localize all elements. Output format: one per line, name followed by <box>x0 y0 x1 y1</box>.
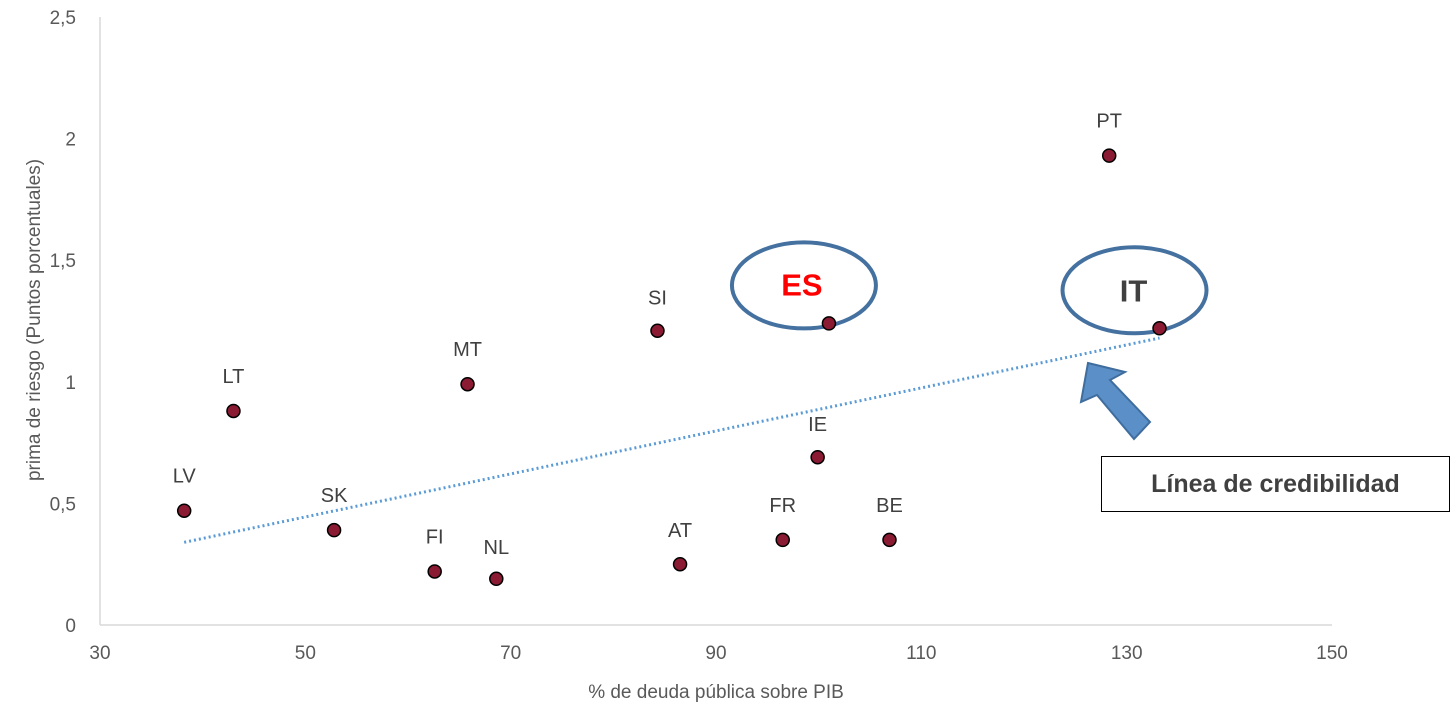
x-tick-label: 30 <box>89 643 110 664</box>
y-tick-label: 2,5 <box>50 8 76 29</box>
point-label-fi: FI <box>426 526 444 548</box>
point-label-lt: LT <box>223 366 245 388</box>
data-point-mt <box>460 376 475 392</box>
x-tick-label: 70 <box>500 643 521 664</box>
data-points <box>176 148 1167 587</box>
data-point-fr <box>775 532 790 548</box>
trendline <box>183 336 1160 544</box>
data-point-lv <box>176 503 192 518</box>
point-label-si: SI <box>648 288 667 310</box>
arrow-icon <box>1079 361 1152 441</box>
data-point-sk <box>326 522 342 538</box>
data-point-it <box>1152 321 1167 336</box>
point-label-mt: MT <box>453 339 482 361</box>
point-label-sk: SK <box>321 485 348 507</box>
point-label-nl: NL <box>484 537 510 559</box>
point-label-pt: PT <box>1096 111 1122 133</box>
y-tick-label: 0,5 <box>50 494 76 515</box>
highlight-ring-it <box>1060 245 1209 336</box>
x-axis-title: % de deuda pública sobre PIB <box>588 682 844 703</box>
point-label-es: ES <box>781 267 822 302</box>
y-axis-title: prima de riesgo (Puntos porcentuales) <box>24 159 45 481</box>
y-tick-labels: 0 0,5 1 1,5 2 2,5 <box>50 8 76 637</box>
data-point-at <box>672 556 688 572</box>
data-point-es <box>821 316 837 331</box>
annotation-text: Línea de credibilidad <box>1151 469 1400 498</box>
point-label-be: BE <box>876 495 903 517</box>
x-tick-label: 50 <box>295 643 316 664</box>
y-tick-label: 2 <box>65 130 76 151</box>
point-labels: LV LT SK FI MT NL SI AT FR IE ES BE PT IT <box>173 111 1148 559</box>
data-point-be <box>882 532 897 548</box>
point-label-fr: FR <box>769 495 796 517</box>
x-tick-label: 150 <box>1316 643 1348 664</box>
point-label-it: IT <box>1120 273 1148 308</box>
highlight-ring-es <box>729 240 878 331</box>
x-tick-label: 110 <box>906 643 936 664</box>
data-point-pt <box>1101 148 1117 163</box>
x-tick-label: 130 <box>1111 643 1143 664</box>
highlight-rings <box>729 240 1209 336</box>
x-tick-label: 90 <box>705 643 726 664</box>
data-point-fi <box>427 564 442 579</box>
axes <box>99 17 1332 626</box>
data-point-ie <box>810 449 825 465</box>
y-tick-label: 1 <box>65 373 76 394</box>
y-tick-label: 1,5 <box>50 251 76 272</box>
y-tick-label: 0 <box>65 616 76 637</box>
point-label-lv: LV <box>173 466 197 488</box>
x-tick-labels: 30 50 70 90 110 130 150 <box>89 643 1347 664</box>
data-point-lt <box>226 403 241 419</box>
point-label-at: AT <box>668 520 692 542</box>
annotation-box: Línea de credibilidad <box>1101 456 1450 512</box>
data-point-si <box>650 323 665 338</box>
point-label-ie: IE <box>808 414 827 436</box>
data-point-nl <box>489 571 504 587</box>
